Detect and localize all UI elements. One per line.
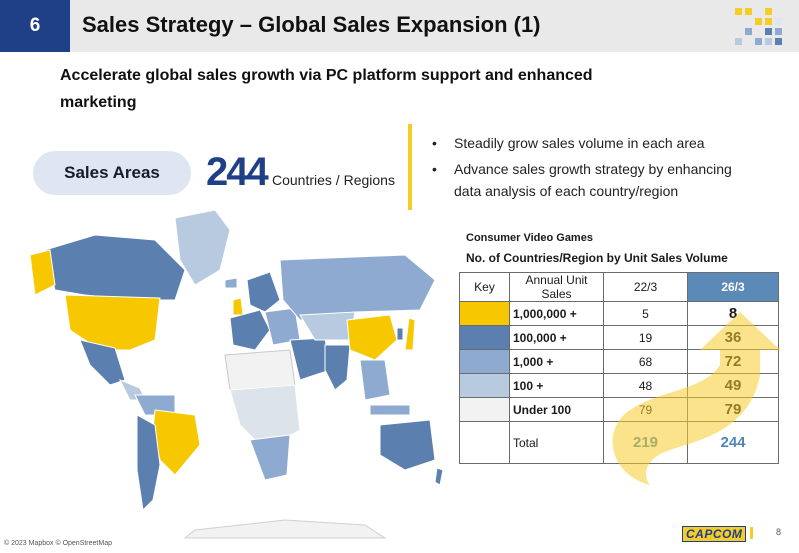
row-label: 1,000,000 + [509,301,604,326]
total-value-22-3: 219 [603,421,688,464]
row-value-22-3: 68 [603,349,688,374]
map-region-indonesia [369,404,411,416]
map-region-canada [44,234,186,301]
row-value-26-3: 79 [687,397,779,422]
map-region-korea [396,327,404,341]
table-row: 100 +48 49 [459,373,779,398]
row-key-swatch [459,349,510,374]
table-row: 1,000,000 +5 8 [459,301,779,326]
header-bar [0,0,799,52]
map-region-india [324,344,351,391]
map-region-japan [404,317,416,351]
map-region-europe-west [229,309,271,351]
row-value-22-3: 19 [603,325,688,350]
row-label: 1,000 + [509,349,604,374]
table-caption-category: Consumer Video Games [466,232,593,244]
map-region-scandinavia [246,271,281,313]
map-region-china [346,314,398,361]
map-region-greenland [174,209,231,286]
map-region-middle-east [289,337,331,381]
sales-volume-table: Key Annual Unit Sales 22/3 26/3 1,000,00… [459,272,779,464]
table-row: 100,000 +19 36 [459,325,779,350]
map-region-central-asia [299,311,356,341]
column-header-26-3: 26/3 [687,272,779,302]
total-label: Total [509,421,604,464]
map-region-north-africa [224,349,296,391]
map-region-new-zealand [434,467,444,486]
map-region-iceland [224,277,238,289]
row-value-22-3: 79 [603,397,688,422]
column-header-annual-unit-sales: Annual Unit Sales [509,272,604,302]
row-key-swatch [459,373,510,398]
map-attribution: © 2023 Mapbox © OpenStreetMap [4,540,112,547]
section-number: 6 [0,0,70,52]
row-key-swatch [459,397,510,422]
table-header-row: Key Annual Unit Sales 22/3 26/3 [459,272,779,302]
sales-areas-count: 244 [206,150,269,194]
total-value-26-3: 244 [687,421,779,464]
row-value-22-3: 5 [603,301,688,326]
map-region-southern-cone [136,414,161,512]
sales-areas-label: Sales Areas [33,151,191,195]
bullet-item: Steadily grow sales volume in each area [432,132,762,154]
row-value-26-3: 72 [687,349,779,374]
map-region-mexico [79,339,126,386]
row-value-22-3: 48 [603,373,688,398]
row-label: 100 + [509,373,604,398]
row-value-26-3: 8 [687,301,779,326]
slide-subtitle: Accelerate global sales growth via PC pl… [60,67,593,111]
map-region-russia [279,254,436,321]
map-region-antarctica [183,519,387,539]
row-value-26-3: 36 [687,325,779,350]
column-header-key: Key [459,272,510,302]
row-key-swatch [459,301,510,326]
row-label: Under 100 [509,397,604,422]
map-region-southeast-asia [359,359,391,401]
map-region-southern-africa [249,434,291,481]
sales-areas-unit: Countries / Regions [272,172,395,188]
row-label: 100,000 + [509,325,604,350]
table-row: Under 100 79 79 [459,397,779,422]
map-region-usa [64,294,161,351]
bullet-item: Advance sales growth strategy by enhanci… [432,158,762,202]
table-caption-title: No. of Countries/Region by Unit Sales Vo… [466,251,728,265]
map-region-australia [379,419,436,471]
world-map [29,209,444,539]
table-row: 1,000 +68 72 [459,349,779,374]
logo-accent [750,527,753,539]
company-logo: CAPCOM [682,526,747,542]
map-region-alaska [29,249,56,296]
slide-title: Sales Strategy – Global Sales Expansion … [82,12,541,37]
row-value-26-3: 49 [687,373,779,398]
total-key-cell [459,421,510,464]
row-key-swatch [459,325,510,350]
divider [408,124,412,210]
map-region-uk [232,297,244,316]
table-total-row: Total 219 244 [459,421,779,464]
slide-number: 8 [776,527,782,537]
decorative-squares-icon [725,6,785,48]
bullet-list: Steadily grow sales volume in each area … [432,132,762,206]
column-header-22-3: 22/3 [603,272,688,302]
